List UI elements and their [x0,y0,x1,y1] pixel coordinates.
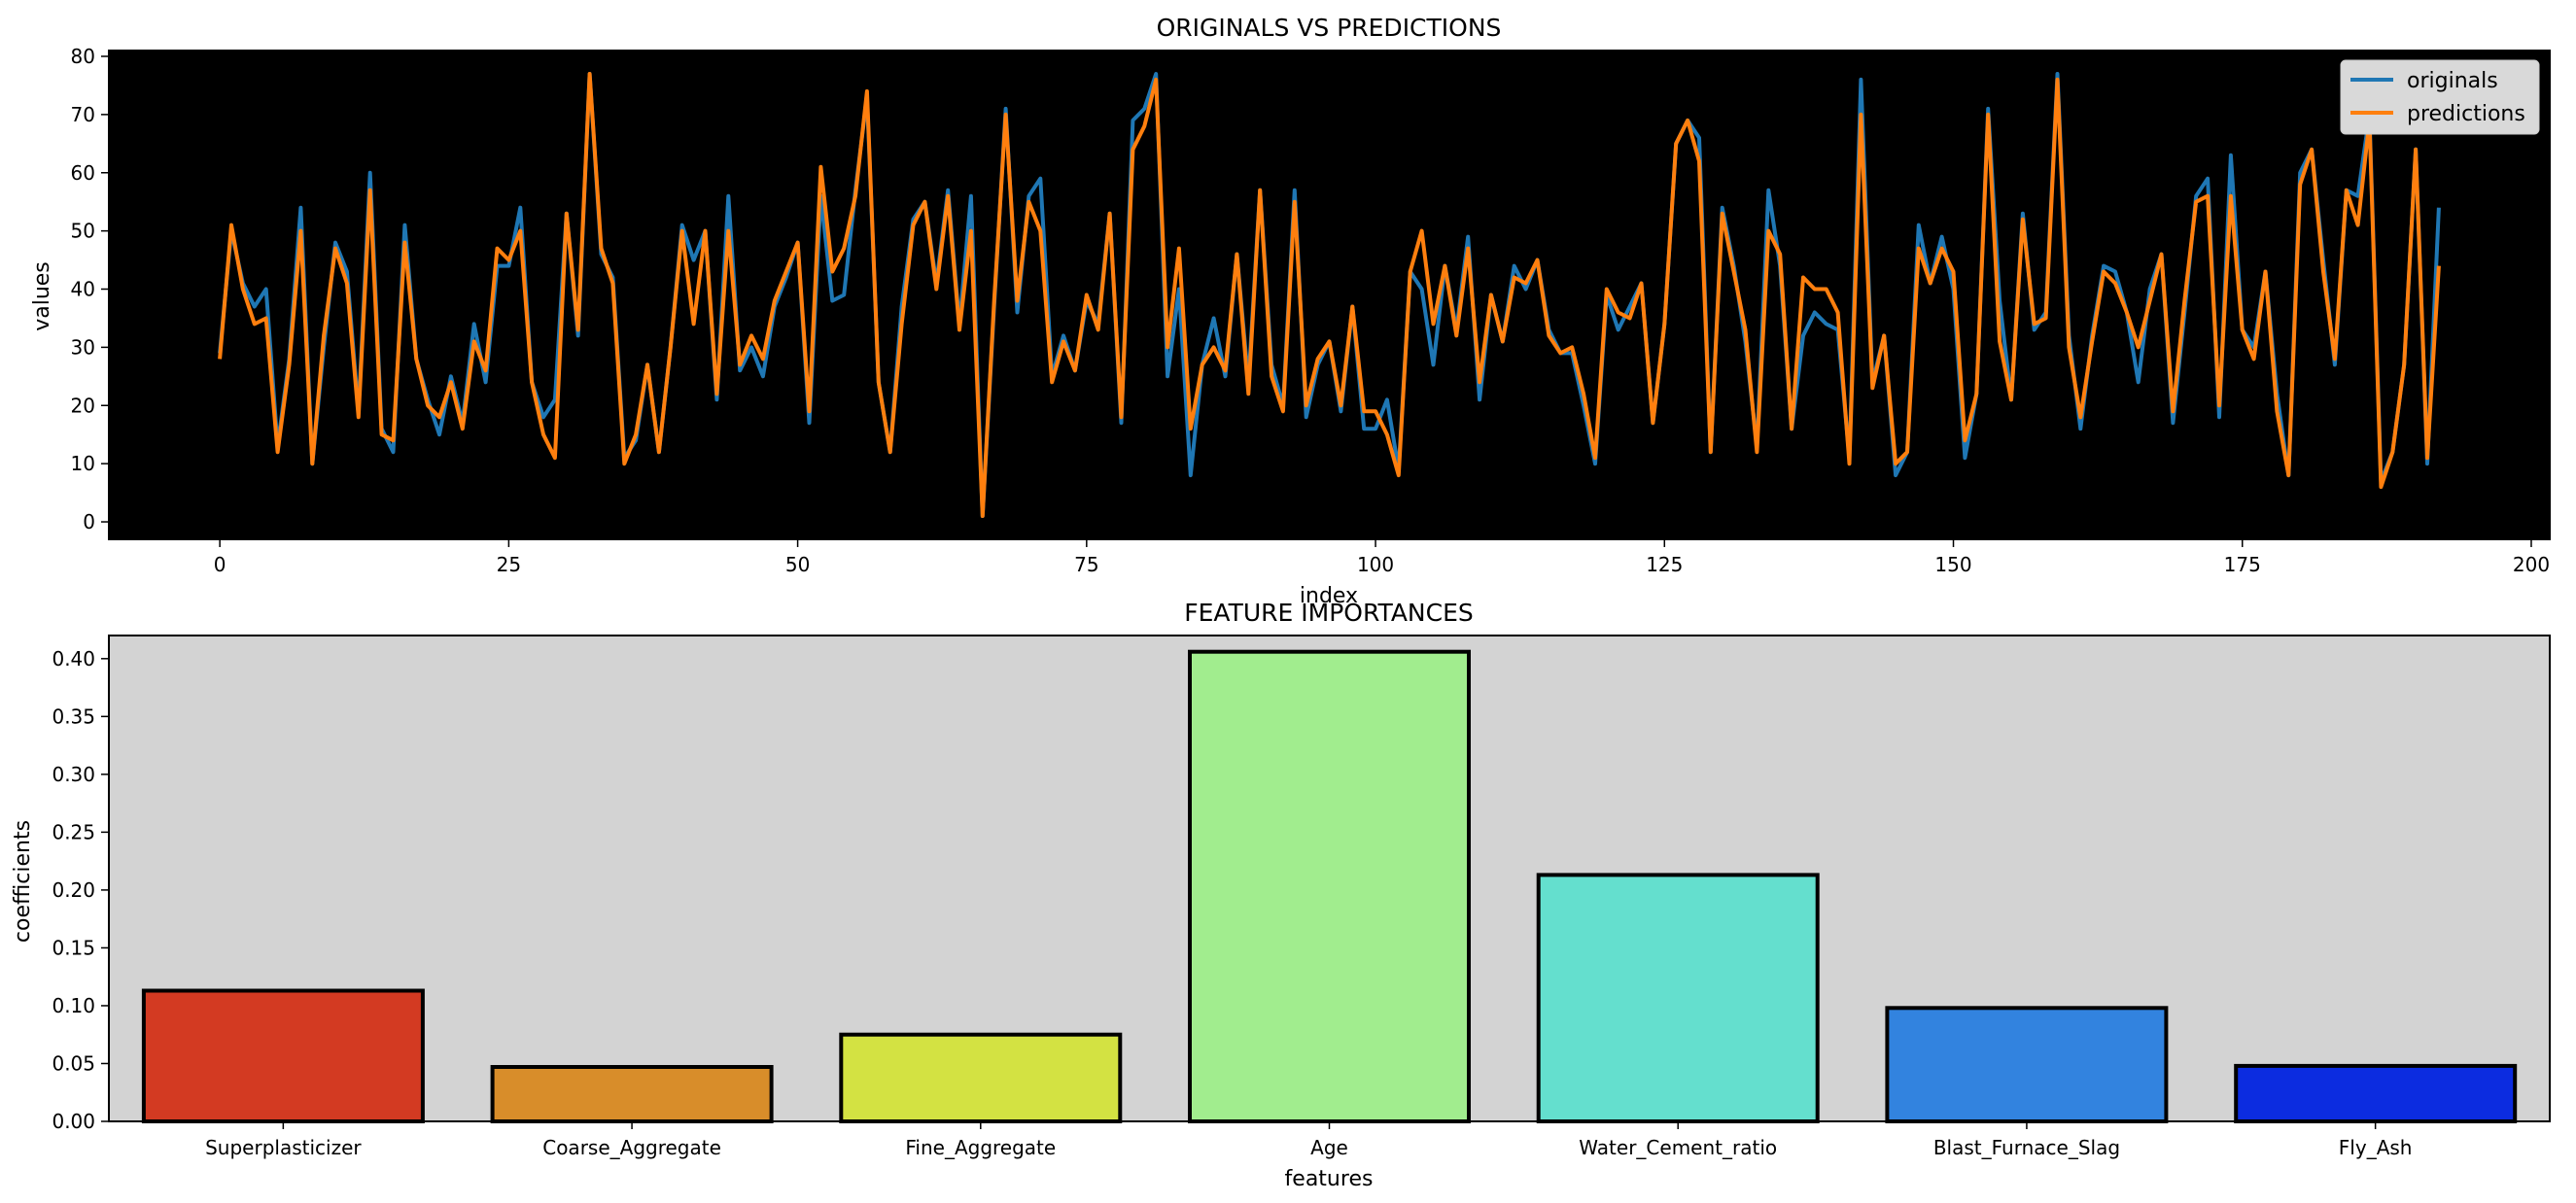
y-tick-label: 0.40 [52,647,95,670]
x-tick-label: Coarse_Aggregate [542,1136,721,1159]
x-tick-label: Fine_Aggregate [905,1136,1056,1159]
y-tick-label: 0.15 [52,936,95,959]
y-tick-label: 0.20 [52,878,95,902]
bars [141,649,2518,1124]
x-tick-label: Age [1310,1136,1348,1159]
x-axis-label: index [1300,584,1358,608]
x-tick-label: 150 [1934,553,1971,576]
y-tick-label: 30 [71,335,95,359]
x-tick-label: Superplasticizer [205,1136,362,1159]
bar-Fly_Ash [2234,1063,2518,1124]
y-tick-label: 0.10 [52,994,95,1017]
bar-chart: FEATURE IMPORTANCES Superplasticizer Coar… [11,599,2551,1191]
series-line-predictions [218,72,2441,518]
x-axis: 0 25 50 75 100 125 150 175 200 [214,539,2550,576]
bar-Superplasticizer [141,988,425,1123]
x-axis: Superplasticizer Coarse_Aggregate Fine_Agg… [205,1121,2412,1159]
series-lines [218,72,2441,518]
chart-title: ORIGINALS VS PREDICTIONS [1157,14,1502,42]
x-tick-label: 125 [1646,553,1683,576]
y-axis-label: values [30,261,54,331]
bar-Fine_Aggregate [839,1032,1123,1123]
x-axis-label: features [1285,1167,1374,1191]
y-tick-label: 60 [71,161,95,185]
legend: originals predictions [2340,59,2540,135]
y-axis: 0.00 0.05 0.10 0.15 0.20 0.25 0.30 0.35 0.40 [52,647,109,1133]
x-tick-label: 0 [214,553,226,576]
line-chart: ORIGINALS VS PREDICTIONS 0 25 50 75 100 125 15… [30,14,2551,608]
y-tick-label: 80 [71,45,95,68]
bar-Water_Cement_ratio [1536,873,1820,1124]
x-tick-label: Fly_Ash [2339,1136,2413,1159]
y-tick-label: 0 [83,510,95,533]
y-tick-label: 0.30 [52,763,95,786]
x-tick-label: 25 [497,553,521,576]
bar-Blast_Furnace_Slag [1885,1006,2169,1124]
y-tick-label: 40 [71,278,95,301]
y-tick-label: 70 [71,103,95,126]
plot-frame [108,50,2551,540]
x-tick-label: 100 [1357,553,1394,576]
y-tick-label: 0.25 [52,820,95,843]
y-axis-label: coefficients [11,820,35,943]
y-tick-label: 0.35 [52,705,95,728]
x-tick-label: 75 [1074,553,1098,576]
bar-Age [1188,649,1471,1123]
y-tick-label: 20 [71,394,95,417]
x-tick-label: Water_Cement_ratio [1579,1136,1777,1159]
x-tick-label: 200 [2513,553,2550,576]
y-axis: 0 10 20 30 40 50 60 70 80 [71,45,109,533]
x-tick-label: 50 [785,553,810,576]
plot-area [109,51,2550,539]
bar-Coarse_Aggregate [490,1065,774,1123]
y-tick-label: 10 [71,452,95,475]
chart-title: FEATURE IMPORTANCES [1184,599,1474,627]
x-tick-label: 175 [2224,553,2261,576]
legend-label-originals: originals [2407,69,2498,93]
y-tick-label: 0.05 [52,1051,95,1075]
y-tick-label: 50 [71,220,95,243]
legend-label-predictions: predictions [2407,102,2525,126]
x-tick-label: Blast_Furnace_Slag [1933,1136,2120,1159]
y-tick-label: 0.00 [52,1110,95,1133]
